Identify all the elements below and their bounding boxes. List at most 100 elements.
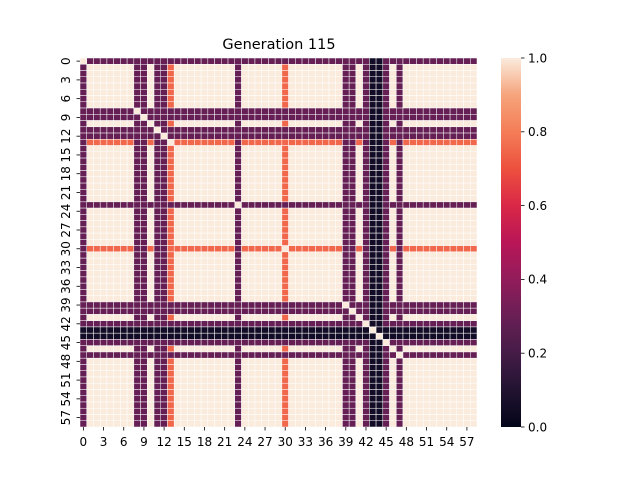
heatmap-cell [449,351,458,359]
heatmap-cell [355,295,363,303]
y-tick-label: 9 [59,114,73,122]
heatmap-cell [173,82,182,90]
heatmap-cell [449,395,458,403]
heatmap-cell [106,182,114,190]
heatmap-cell [200,326,209,334]
heatmap-cell [369,320,377,328]
heatmap-cell [355,357,363,365]
heatmap-cell [456,320,464,328]
heatmap-cell [362,264,370,271]
heatmap-cell [389,232,397,240]
heatmap-cell [153,95,162,103]
heatmap-cell [416,414,424,421]
heatmap-cell [443,139,451,146]
heatmap-cell [429,282,437,290]
heatmap-cell [79,214,87,221]
heatmap-cell [295,76,303,84]
heatmap-cell [241,226,249,234]
heatmap-cell [153,351,162,359]
heatmap-cell [308,332,316,340]
heatmap-cell [194,345,202,353]
heatmap-cell [261,389,269,396]
heatmap-cell [227,164,236,171]
heatmap-cell [355,257,363,265]
heatmap-cell [436,395,444,403]
heatmap-cell [416,370,424,378]
heatmap-cell [470,95,478,103]
heatmap-cell [429,339,437,346]
heatmap-cell [382,376,390,384]
heatmap-cell [147,95,155,103]
heatmap-cell [301,301,310,309]
heatmap-cell [422,264,431,271]
heatmap-cell [247,282,256,290]
heatmap-cell [93,339,101,346]
heatmap-cell [93,214,101,221]
heatmap-cell [443,107,451,115]
heatmap-cell [194,239,202,246]
heatmap-cell [268,120,276,128]
heatmap-cell [120,182,128,190]
heatmap-cell [126,107,135,115]
heatmap-cell [281,407,289,415]
heatmap-cell [470,64,478,71]
heatmap-cell [140,151,148,159]
heatmap-cell [402,64,410,71]
heatmap-cell [321,314,330,321]
heatmap-cell [167,89,175,96]
heatmap-cell [160,195,168,203]
heatmap-cell [254,151,262,159]
heatmap-cell [409,257,417,265]
heatmap-cell [456,89,464,96]
heatmap-cell [153,307,162,315]
heatmap-cell [375,101,384,109]
heatmap-cell [449,307,458,315]
heatmap-cell [288,89,296,96]
heatmap-cell [362,107,370,115]
heatmap-cell [456,214,464,221]
heatmap-cell [342,326,350,334]
heatmap-cell [120,107,128,115]
heatmap-cell [416,70,424,78]
heatmap-cell [396,89,404,96]
heatmap-cell [422,157,431,165]
heatmap-cell [147,382,155,390]
heatmap-cell [153,164,162,171]
heatmap-cell [328,345,336,353]
heatmap-cell [120,382,128,390]
heatmap-cell [167,164,175,171]
heatmap-cell [200,220,209,228]
heatmap-cell [153,314,162,321]
x-tick-label: 48 [399,435,414,449]
heatmap-cell [463,314,471,321]
heatmap-cell [443,295,451,303]
heatmap-cell [288,264,296,271]
heatmap-cell [241,107,249,115]
heatmap-cell [443,182,451,190]
heatmap-cell [268,320,276,328]
heatmap-cell [187,357,195,365]
heatmap-cell [140,307,148,315]
heatmap-cell [180,401,188,409]
heatmap-cell [422,314,431,321]
heatmap-cell [180,314,188,321]
heatmap-cell [126,189,135,196]
heatmap-cell [422,376,431,384]
heatmap-cell [463,120,471,128]
heatmap-cell [429,132,437,140]
heatmap-cell [194,414,202,421]
heatmap-cell [214,176,222,184]
heatmap-cell [328,107,336,115]
heatmap-cell [315,295,323,303]
heatmap-cell [247,95,256,103]
heatmap-cell [227,345,236,353]
heatmap-cell [268,82,276,90]
heatmap-cell [342,95,350,103]
heatmap-cell [261,89,269,96]
heatmap-cell [402,276,410,284]
heatmap-cell [402,320,410,328]
heatmap-cell [200,170,209,178]
heatmap-cell [221,151,229,159]
heatmap-cell [288,57,296,65]
heatmap-cell [348,351,357,359]
